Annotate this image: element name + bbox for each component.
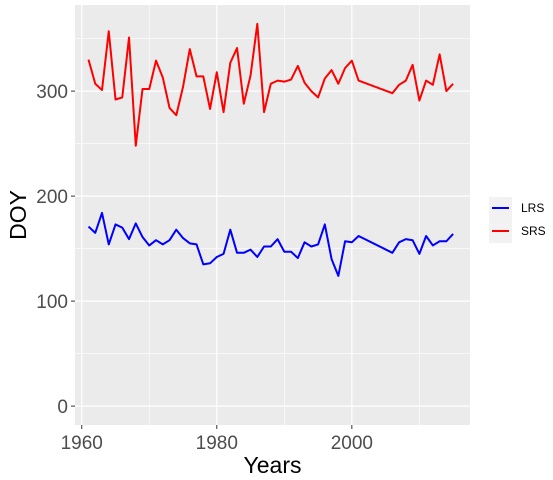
x-tick-label: 1960 xyxy=(61,433,103,454)
legend: LRS SRS xyxy=(489,197,546,243)
y-tick-label: 0 xyxy=(57,397,68,418)
tick-labels: 1960 1980 2000 0 100 200 300 xyxy=(36,82,373,454)
legend-label-srs: SRS xyxy=(521,224,546,238)
y-tick-label: 300 xyxy=(36,82,68,103)
axis-ticks xyxy=(71,90,353,429)
series-lines xyxy=(87,22,454,277)
y-tick-label: 200 xyxy=(36,187,68,208)
legend-label-lrs: LRS xyxy=(521,201,544,215)
x-axis-title: Years xyxy=(244,452,302,478)
series-line-lrs xyxy=(87,211,454,277)
x-tick-label: 1980 xyxy=(196,433,238,454)
plot-panel xyxy=(75,5,470,425)
x-tick-label: 2000 xyxy=(331,433,373,454)
minor-gridlines xyxy=(75,5,470,425)
y-axis-title: DOY xyxy=(5,190,31,240)
series-line-srs xyxy=(87,22,454,147)
y-tick-label: 100 xyxy=(36,292,68,313)
